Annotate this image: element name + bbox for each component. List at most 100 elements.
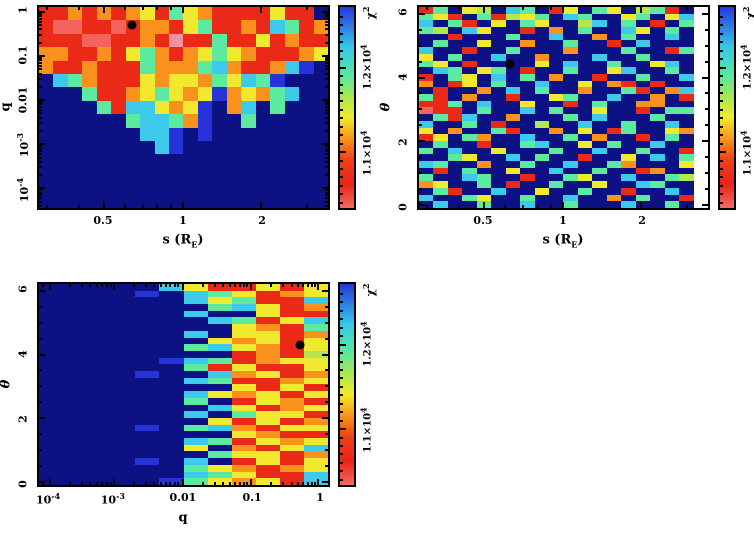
heatmap-cell xyxy=(226,114,242,128)
heatmap-cell xyxy=(563,87,578,95)
heatmap-cell xyxy=(679,174,694,182)
heatmap-cell xyxy=(664,120,680,128)
axis-tick xyxy=(124,7,127,10)
heatmap-cell xyxy=(279,424,304,432)
heatmap-cell xyxy=(241,181,256,195)
axis-tick xyxy=(39,12,42,15)
colorbar-title-chi2: χ2 xyxy=(741,7,754,20)
heatmap-cell xyxy=(255,364,280,372)
heatmap-cell xyxy=(183,364,208,372)
heatmap-cell xyxy=(433,94,448,101)
heatmap-cell xyxy=(212,167,227,182)
heatmap-cell xyxy=(207,384,232,392)
heatmap-cell xyxy=(87,284,112,291)
y-tick-label: 0 xyxy=(16,480,30,488)
axis-tick xyxy=(322,143,328,146)
axis-tick xyxy=(176,284,179,287)
heatmap-cell xyxy=(207,364,232,372)
heatmap-cell xyxy=(491,60,506,68)
axis-tick xyxy=(69,284,72,287)
heatmap-cell xyxy=(650,201,665,208)
heatmap-cell xyxy=(577,107,593,115)
heatmap-cell xyxy=(255,451,280,459)
heatmap-cell xyxy=(87,310,112,318)
axis-tick xyxy=(325,112,328,115)
heatmap-cell xyxy=(476,80,492,88)
heatmap-cell xyxy=(39,154,54,168)
heatmap-cell xyxy=(592,194,607,202)
superscript: -3 xyxy=(116,491,125,501)
heatmap-cell xyxy=(534,47,550,54)
y-tick-label: 6 xyxy=(16,285,30,293)
heatmap-cell xyxy=(419,194,434,202)
heatmap-cell xyxy=(183,471,208,479)
heatmap-cell xyxy=(67,140,83,155)
axis-tick xyxy=(290,482,293,485)
heatmap-cell xyxy=(87,304,112,311)
x-tick-labels: 0.5 1 2 xyxy=(37,214,330,230)
heatmap-cell xyxy=(679,181,694,188)
heatmap-cell xyxy=(111,451,136,459)
heatmap-cell xyxy=(231,371,256,378)
axis-tick xyxy=(325,78,328,81)
heatmap-cell xyxy=(159,384,184,392)
heatmap-cell xyxy=(462,161,477,168)
heatmap-cell xyxy=(255,140,271,155)
heatmap-cell xyxy=(549,134,564,141)
heatmap-cell xyxy=(621,7,636,14)
axis-tick xyxy=(322,480,328,483)
heatmap-cell xyxy=(419,80,434,88)
heatmap-cell xyxy=(505,13,521,21)
heatmap-cell xyxy=(169,194,184,208)
heatmap-cell xyxy=(39,478,64,485)
axis-tick xyxy=(141,7,144,10)
heatmap-cell xyxy=(606,80,622,88)
heatmap-cell xyxy=(87,317,112,325)
axis-tick xyxy=(39,143,45,146)
axis-tick xyxy=(521,7,524,10)
heatmap-cell xyxy=(67,100,83,115)
heatmap-cell xyxy=(635,120,651,128)
superscript: 2 xyxy=(361,283,372,290)
axis-tick xyxy=(325,17,328,20)
heatmap-cell xyxy=(111,73,126,88)
heatmap-cell xyxy=(563,194,578,202)
axis-tick xyxy=(325,147,328,150)
heatmap-cell xyxy=(693,27,708,34)
heatmap-cell xyxy=(255,330,280,338)
heatmap-cell xyxy=(87,431,112,439)
heatmap-cell xyxy=(693,20,708,28)
heatmap-cell xyxy=(135,384,160,392)
heatmap-cell xyxy=(303,471,328,479)
heatmap-cell xyxy=(476,53,492,61)
heatmap-cell xyxy=(419,47,434,54)
heatmap-cell xyxy=(169,140,184,155)
heatmap-cell xyxy=(111,471,136,479)
heatmap-cell xyxy=(111,60,126,74)
heatmap-cell xyxy=(87,384,112,392)
heatmap-cell xyxy=(111,290,136,298)
heatmap-cell xyxy=(212,100,227,115)
heatmap-cell xyxy=(125,167,141,182)
axis-tick xyxy=(228,284,231,287)
axis-tick xyxy=(325,85,328,88)
heatmap-cell xyxy=(303,297,328,305)
heatmap-cell xyxy=(111,364,136,372)
heatmap-cell xyxy=(111,371,136,378)
heatmap-cell xyxy=(635,174,651,182)
axis-tick xyxy=(325,337,328,340)
axis-tick xyxy=(340,176,343,179)
x-tick-label: 2 xyxy=(258,214,266,227)
heatmap-cell xyxy=(577,94,593,101)
heatmap-cell xyxy=(241,100,256,115)
heatmap-cell xyxy=(491,174,506,182)
heatmap-cell xyxy=(39,391,64,398)
heatmap-cell xyxy=(462,107,477,115)
heatmap-cell xyxy=(635,154,651,162)
heatmap-theta-vs-s xyxy=(417,5,710,210)
y-tick-label: 4 xyxy=(16,350,30,358)
heatmap-cell xyxy=(693,140,708,148)
heatmap-cell xyxy=(635,147,651,155)
heatmap-cell xyxy=(462,201,477,208)
heatmap-cell xyxy=(303,444,328,452)
